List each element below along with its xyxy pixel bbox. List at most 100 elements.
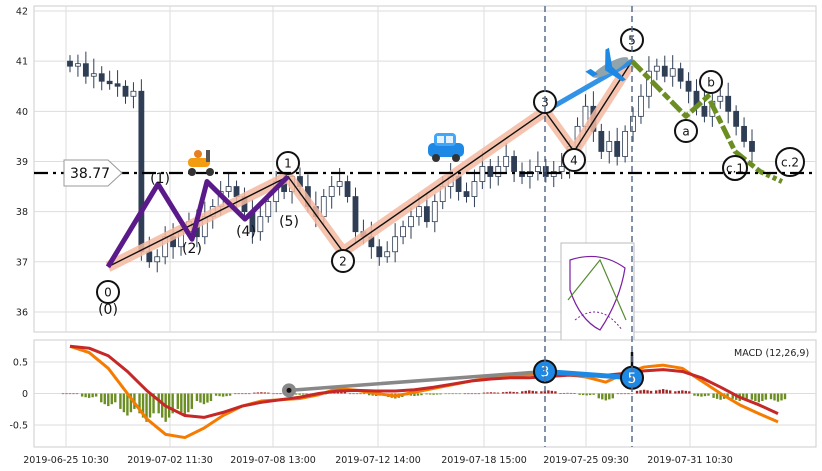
macd-y-tick-label: 0.5 [13,358,28,369]
macd-histogram-bar [72,393,75,395]
macd-histogram-bar [119,393,122,409]
macd-histogram-bar [68,393,72,395]
candle-body [614,141,621,157]
car-icon [428,133,464,162]
macd-histogram-bar [559,393,562,394]
macd-histogram-bar [180,393,183,413]
price-y-tick-label: 41 [16,57,28,68]
macd-histogram-bar [234,393,237,395]
price-callout-label: 38.77 [70,166,110,182]
macd-histogram-bar [658,389,661,394]
macd-histogram-bar [501,392,505,394]
macd-histogram-bar [719,393,722,400]
macd-histogram-bar [129,393,133,413]
candle-body [677,68,684,82]
macd-divergence-grey-line [288,369,546,393]
macd-histogram-bar [84,393,87,398]
macd-y-tick-label: -0.5 [9,420,28,431]
subwave-label: (5) [279,214,299,230]
macd-histogram-bar [562,392,566,394]
macd-histogram-bar [206,393,209,403]
macd-histogram-bar [100,393,103,403]
macd-histogram-bar [138,393,141,414]
x-tick-label: 2019-07-02 11:30 [127,455,213,466]
macd-histogram-bar [367,393,371,396]
macd-histogram-bar [409,393,413,396]
macd-wave-marker-label: 3 [541,364,550,380]
macd-histogram-bar [263,392,267,394]
x-tick-label: 2019-07-25 09:30 [543,455,629,466]
candle-body [431,201,438,223]
candle-body [503,156,510,167]
elliott-wave-labels: 012345abc.1c.2(0)(1)(2)(4)(5) [96,28,805,318]
subwave-line [105,174,290,269]
macd-histogram-bar [355,393,359,395]
candle-body [336,181,343,187]
macd-histogram-bar [432,393,435,395]
macd-line [69,344,779,440]
macd-histogram-bar [493,392,496,394]
macd-histogram-bar [696,393,700,397]
macd-histogram-bar [75,393,79,395]
candle-body [606,141,613,152]
macd-histogram-bar [654,390,658,394]
macd-histogram-bar [428,393,432,395]
macd-histogram-bar [228,393,232,396]
macd-histogram-bar [642,389,646,394]
macd-histogram-bar [91,393,94,398]
candle-body [598,130,605,152]
macd-histogram-bar [550,390,554,394]
macd-histogram-bar [467,393,470,395]
price-grid [34,6,816,332]
candle-body [352,196,359,233]
macd-histogram-bar [80,393,84,397]
macd-wave-markers: 35 [282,352,644,398]
macd-histogram-bar [616,393,620,395]
macd-histogram-bar [554,391,557,394]
macd-histogram-bar [294,393,298,395]
candle-body [717,95,724,102]
macd-histogram-bar [761,393,764,401]
price-y-tick-label: 36 [16,307,28,318]
candle-body [75,63,81,67]
candle-body [479,166,486,182]
wave-3-to-5-blue-line [543,59,634,114]
macd-histogram-bar [543,390,547,394]
macd-histogram-bar [489,392,493,394]
macd-histogram-bar [630,393,634,395]
macd-histogram-bar [528,390,531,394]
wave-label-circle [562,148,586,172]
candle-body [534,166,541,172]
macd-divergence-point-center [286,387,292,393]
macd-histogram-bar [703,393,707,397]
candle-body [122,85,129,97]
candle-body [265,201,272,218]
candle-body [661,65,668,77]
macd-histogram-bar [627,393,630,395]
macd-histogram-bar [145,393,148,422]
macd-y-axis: 0.5 0 -0.5 [9,358,28,432]
macd-histogram-bar [148,393,152,418]
macd-histogram-bar [742,393,745,400]
candle-body [558,166,565,172]
candle-body [408,216,414,228]
macd-histogram-bar [448,393,451,395]
wave-label-text: c.2 [781,156,799,170]
macd-histogram-bar [248,393,251,395]
macd-histogram-bar [700,393,703,397]
macd-histogram-bar [272,393,275,395]
price-y-tick-label: 42 [16,7,28,18]
macd-histogram-bar [780,393,783,401]
macd-histogram-bar [221,393,225,397]
macd-histogram-bar [279,393,282,395]
macd-histogram-bar [486,392,489,394]
subwave-label: (2) [182,241,202,257]
macd-histogram-bar [597,393,600,399]
wave-label-text: 1 [284,157,292,171]
macd-histogram-bar [482,392,486,394]
macd-histogram-bar [171,393,174,414]
macd-histogram-bar [508,391,512,394]
macd-histogram-bar [371,393,374,396]
price-y-tick-label: 37 [16,257,28,268]
